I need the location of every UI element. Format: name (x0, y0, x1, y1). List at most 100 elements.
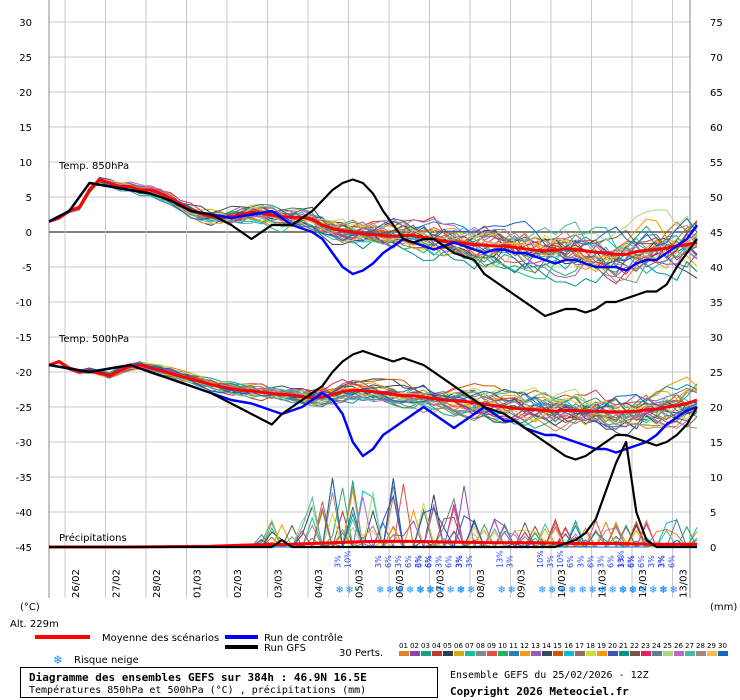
snow-risk-row: 3% ❄ 10% ❄ 3% ❄ 6% ❄ 3% ❄ 6% ❄ 3% ❄ 6% ❄ 6% ❄ 6% ❄ 3% ❄ 6% ❄ 3% ❄… (334, 550, 678, 596)
snow-risk-value: 6% (404, 555, 413, 568)
snowflake-icon: ❄ (426, 585, 434, 596)
pert-swatch (432, 651, 442, 656)
left-tick-label: 20 (19, 88, 32, 99)
series-line (48, 349, 698, 461)
x-date-label: 11/03 (598, 569, 609, 598)
section-label-850: Temp. 850hPa (58, 161, 129, 172)
main-series-lines (48, 178, 699, 549)
pert-swatch (509, 651, 519, 656)
x-date-label: 12/03 (638, 569, 649, 598)
x-date-label: 13/03 (679, 569, 690, 598)
pert-number: 22 (630, 642, 639, 650)
snow-risk-value: 3% (455, 555, 464, 568)
right-tick-label: 25 (710, 368, 723, 379)
snowflake-icon: ❄ (336, 585, 344, 596)
snowflake-icon: ❄ (386, 585, 394, 596)
snowflake-icon: ❄ (538, 585, 546, 596)
snowflake-icon: ❄ (457, 585, 465, 596)
right-tick-label: 35 (710, 298, 723, 309)
snowflake-icon: ❄ (629, 585, 637, 596)
left-tick-label: 0 (26, 228, 32, 239)
series-line (48, 178, 698, 256)
snow-risk-value: 3% (658, 555, 667, 568)
series-line (49, 539, 697, 549)
left-unit-label: (°C) (20, 602, 40, 613)
pert-swatch (487, 651, 497, 656)
pert-swatch (619, 651, 629, 656)
snow-risk-value: 6% (587, 555, 596, 568)
legend-snow-label: Risque neige (74, 655, 139, 666)
pert-color-legend: 01 02 03 04 05 06 07 08 09 10 11 12 13 14 15 16 17 18 19 20… (399, 642, 728, 656)
right-tick-label: 5 (710, 508, 716, 519)
pert-number: 12 (520, 642, 529, 650)
left-tick-label: -20 (16, 368, 32, 379)
snowflake-icon: ❄ (639, 585, 647, 596)
pert-number: 16 (564, 642, 573, 650)
pert-number: 30 (718, 642, 727, 650)
snowflake-icon: ❄ (437, 585, 445, 596)
pert-swatch (597, 651, 607, 656)
snow-risk-value: 3% (334, 555, 343, 568)
right-tick-label: 65 (710, 88, 723, 99)
pert-number: 29 (707, 642, 716, 650)
snow-risk-value: 6% (384, 555, 393, 568)
pert-swatch (399, 651, 409, 656)
left-tick-label: -40 (16, 508, 32, 519)
snowflake-icon: ❄ (558, 585, 566, 596)
snow-risk-value: 6% (415, 555, 424, 568)
pert-swatch (410, 651, 420, 656)
pert-number: 23 (641, 642, 650, 650)
section-label-precip: Précipitations (59, 532, 127, 544)
x-date-label: 04/03 (314, 569, 325, 598)
pert-number: 15 (553, 642, 562, 650)
section-label-500: Temp. 500hPa (58, 334, 129, 345)
snow-risk-value: 13% (496, 550, 505, 568)
series-line (48, 178, 698, 318)
pert-number: 27 (685, 642, 694, 650)
snow-risk-value: 3% (657, 555, 666, 568)
pert-number: 25 (663, 642, 672, 650)
chart-subtitle: Températures 850hPa et 500hPa (°C) , pré… (29, 685, 367, 696)
x-date-label: 27/02 (112, 569, 123, 598)
snow-risk-value: 6% (627, 555, 636, 568)
series-line (49, 440, 697, 549)
pert-number: 06 (454, 642, 463, 650)
ensemble-label: Ensemble GEFS du 25/02/2026 - 12Z (450, 670, 649, 681)
snowflake-icon: ❄ (579, 585, 587, 596)
snow-risk-value: 3% (374, 555, 383, 568)
right-tick-label: 10 (710, 473, 723, 484)
snowflake-icon: ❄ (609, 585, 617, 596)
left-tick-label: -5 (22, 263, 32, 274)
snowflake-icon: ❄ (396, 585, 404, 596)
right-tick-label: 70 (710, 53, 723, 64)
pert-number: 05 (443, 642, 452, 650)
right-tick-label: 75 (710, 18, 723, 29)
chart-grid (48, 0, 691, 598)
pert-swatch (718, 651, 728, 656)
x-date-label: 08/03 (476, 569, 487, 598)
pert-number: 07 (465, 642, 474, 650)
snowflake-icon: ❄ (548, 585, 556, 596)
copyright: Copyright 2026 Meteociel.fr (450, 685, 629, 698)
pert-number: 24 (652, 642, 661, 650)
snowflake-icon: ❄ (508, 585, 516, 596)
pert-number: 21 (619, 642, 628, 650)
snowflake-icon: ❄ (53, 653, 63, 667)
pert-line (48, 179, 698, 275)
x-axis-dates: 26/02 27/02 28/02 01/03 02/03 03/03 04/03 05/03… (71, 569, 690, 598)
pert-number: 13 (531, 642, 540, 650)
pert-swatch (465, 651, 475, 656)
snow-risk-value: 3% (455, 555, 464, 568)
snow-risk-value: 13% (617, 550, 626, 568)
left-tick-label: 10 (19, 158, 32, 169)
snow-risk-value: 10% (556, 550, 565, 568)
snow-risk-value: 6% (445, 555, 454, 568)
left-tick-label: 30 (19, 18, 32, 29)
snow-risk-value: 6% (566, 555, 575, 568)
legend-gfs-label: Run GFS (264, 643, 306, 654)
x-date-label: 09/03 (517, 569, 528, 598)
snow-risk-value: 6% (607, 555, 616, 568)
pert-number: 02 (410, 642, 419, 650)
snowflake-icon: ❄ (467, 585, 475, 596)
